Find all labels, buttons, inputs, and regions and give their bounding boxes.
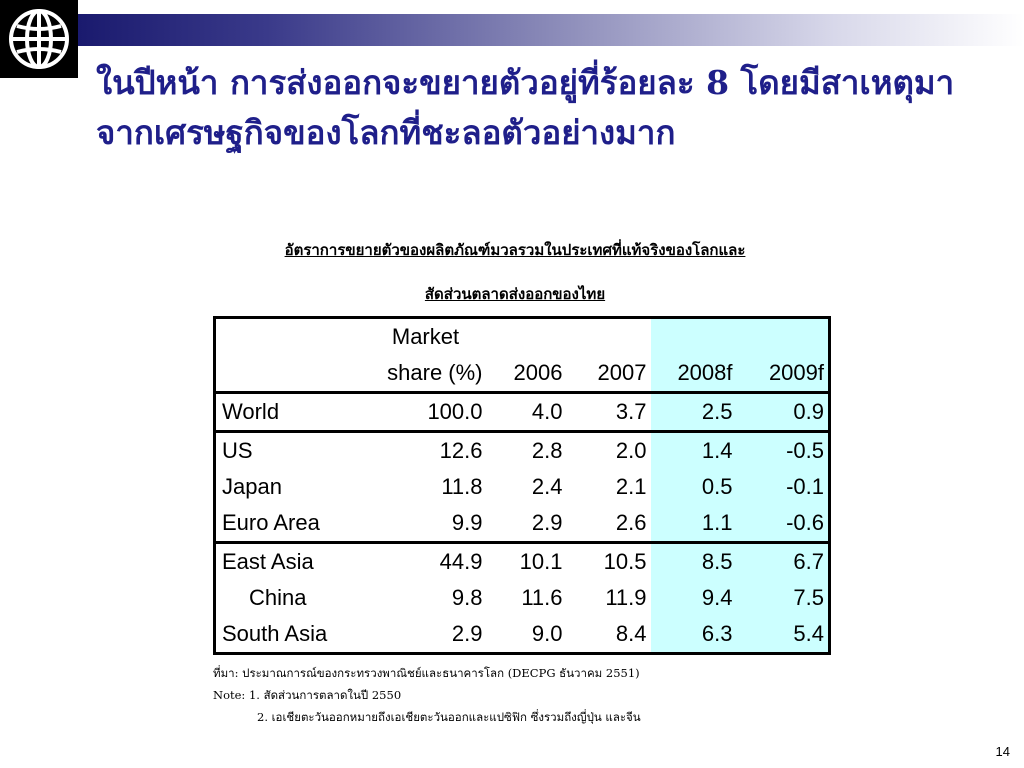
- cell-2008f: 0.5: [650, 469, 737, 505]
- header-year-2006: 2006: [513, 360, 563, 385]
- row-name: US: [214, 430, 365, 469]
- header-market: Market: [391, 324, 460, 349]
- cell-share: 100.0: [364, 391, 487, 432]
- header-year-2007: 2007: [597, 360, 647, 385]
- note-line-2: 2. เอเชียตะวันออกหมายถึงเอเชียตะวันออกแล…: [257, 710, 641, 724]
- source-notes: ที่มา: ประมาณการณ์ของกระทรวงพาณิชย์และธน…: [213, 662, 993, 728]
- slide-title-line-1: ในปีหน้า การส่งออกจะขยายตัวอยู่ที่ร้อยละ…: [96, 63, 955, 102]
- cell-2007: 2.1: [615, 474, 647, 499]
- table-title: อัตราการขยายตัวของผลิตภัณฑ์มวลรวมในประเท…: [140, 228, 890, 316]
- cell-2006: 9.0: [531, 621, 563, 646]
- cell-2006: 4.0: [486, 391, 567, 432]
- cell-share: 9.9: [451, 510, 483, 535]
- table-title-line-1: อัตราการขยายตัวของผลิตภัณฑ์มวลรวมในประเท…: [284, 241, 746, 259]
- note-line-1: Note: 1. สัดส่วนการตลาดในปี 2550: [213, 688, 402, 702]
- header-year-2008f: 2008f: [650, 355, 737, 393]
- row-name: China: [249, 585, 307, 610]
- cell-2009f: 6.7: [736, 541, 830, 580]
- cell-2009f: 7.5: [736, 580, 830, 616]
- cell-2006: 2.4: [531, 474, 563, 499]
- slide-title: ในปีหน้า การส่งออกจะขยายตัวอยู่ที่ร้อยละ…: [96, 58, 1016, 158]
- row-name: South Asia: [222, 621, 328, 646]
- cell-2008f: 6.3: [650, 616, 737, 654]
- cell-2007: 10.5: [566, 541, 651, 580]
- cell-2009f: -0.1: [736, 469, 830, 505]
- cell-2009f: -0.6: [736, 505, 830, 543]
- source-line: ที่มา: ประมาณการณ์ของกระทรวงพาณิชย์และธน…: [213, 666, 640, 680]
- cell-2009f: -0.5: [736, 430, 830, 469]
- cell-2007: 11.9: [605, 585, 647, 610]
- table-row: Japan 11.8 2.4 2.1 0.5 -0.1: [215, 469, 830, 505]
- row-name: World: [214, 391, 365, 432]
- table-row: South Asia 2.9 9.0 8.4 6.3 5.4: [215, 616, 830, 654]
- cell-2008f: 1.1: [650, 505, 737, 543]
- globe-icon: [9, 9, 69, 69]
- table-row: World 100.0 4.0 3.7 2.5 0.9: [214, 391, 830, 432]
- cell-2009f: 5.4: [736, 616, 830, 654]
- cell-2006: 2.9: [531, 510, 563, 535]
- row-name: Euro Area: [222, 510, 320, 535]
- cell-2008f: 2.5: [650, 391, 737, 432]
- header-empty-cell: [215, 318, 365, 356]
- cell-2006: 2.8: [486, 430, 567, 469]
- cell-share: 9.8: [451, 585, 483, 610]
- table-row: Euro Area 9.9 2.9 2.6 1.1 -0.6: [215, 505, 830, 543]
- row-name: Japan: [222, 474, 282, 499]
- cell-share: 2.9: [451, 621, 483, 646]
- header-row-2: share (%) 2006 2007 2008f 2009f: [215, 355, 830, 393]
- world-bank-logo: [0, 0, 78, 78]
- cell-2008f: 8.5: [650, 541, 737, 580]
- cell-2007: 8.4: [615, 621, 647, 646]
- header-market-share: share (%): [387, 360, 483, 385]
- cell-share: 12.6: [364, 430, 487, 469]
- header-row-1: Market: [215, 317, 830, 356]
- cell-2006: 11.6: [521, 585, 563, 610]
- cell-2007: 2.6: [615, 510, 647, 535]
- cell-2009f: 0.9: [736, 391, 830, 432]
- table-title-line-2: สัดส่วนตลาดส่งออกของไทย: [424, 285, 606, 303]
- slide-title-line-2: จากเศรษฐกิจของโลกที่ชะลอตัวอย่างมาก: [96, 113, 676, 152]
- cell-share: 11.8: [441, 474, 483, 499]
- cell-2007: 3.7: [566, 391, 651, 432]
- cell-2006: 10.1: [486, 541, 567, 580]
- header-year-2009f: 2009f: [736, 355, 830, 393]
- cell-2008f: 9.4: [650, 580, 737, 616]
- table-row: East Asia 44.9 10.1 10.5 8.5 6.7: [214, 541, 830, 580]
- row-name: East Asia: [214, 541, 365, 580]
- page-number: 14: [995, 744, 1010, 759]
- table-row: China 9.8 11.6 11.9 9.4 7.5: [215, 580, 830, 616]
- cell-2008f: 1.4: [650, 430, 737, 469]
- header-gradient-bar: [78, 14, 1024, 46]
- gdp-growth-table: Market share (%) 2006 2007 2008f 2009f W…: [213, 316, 831, 655]
- table-row: US 12.6 2.8 2.0 1.4 -0.5: [214, 430, 830, 469]
- cell-2007: 2.0: [566, 430, 651, 469]
- cell-share: 44.9: [364, 541, 487, 580]
